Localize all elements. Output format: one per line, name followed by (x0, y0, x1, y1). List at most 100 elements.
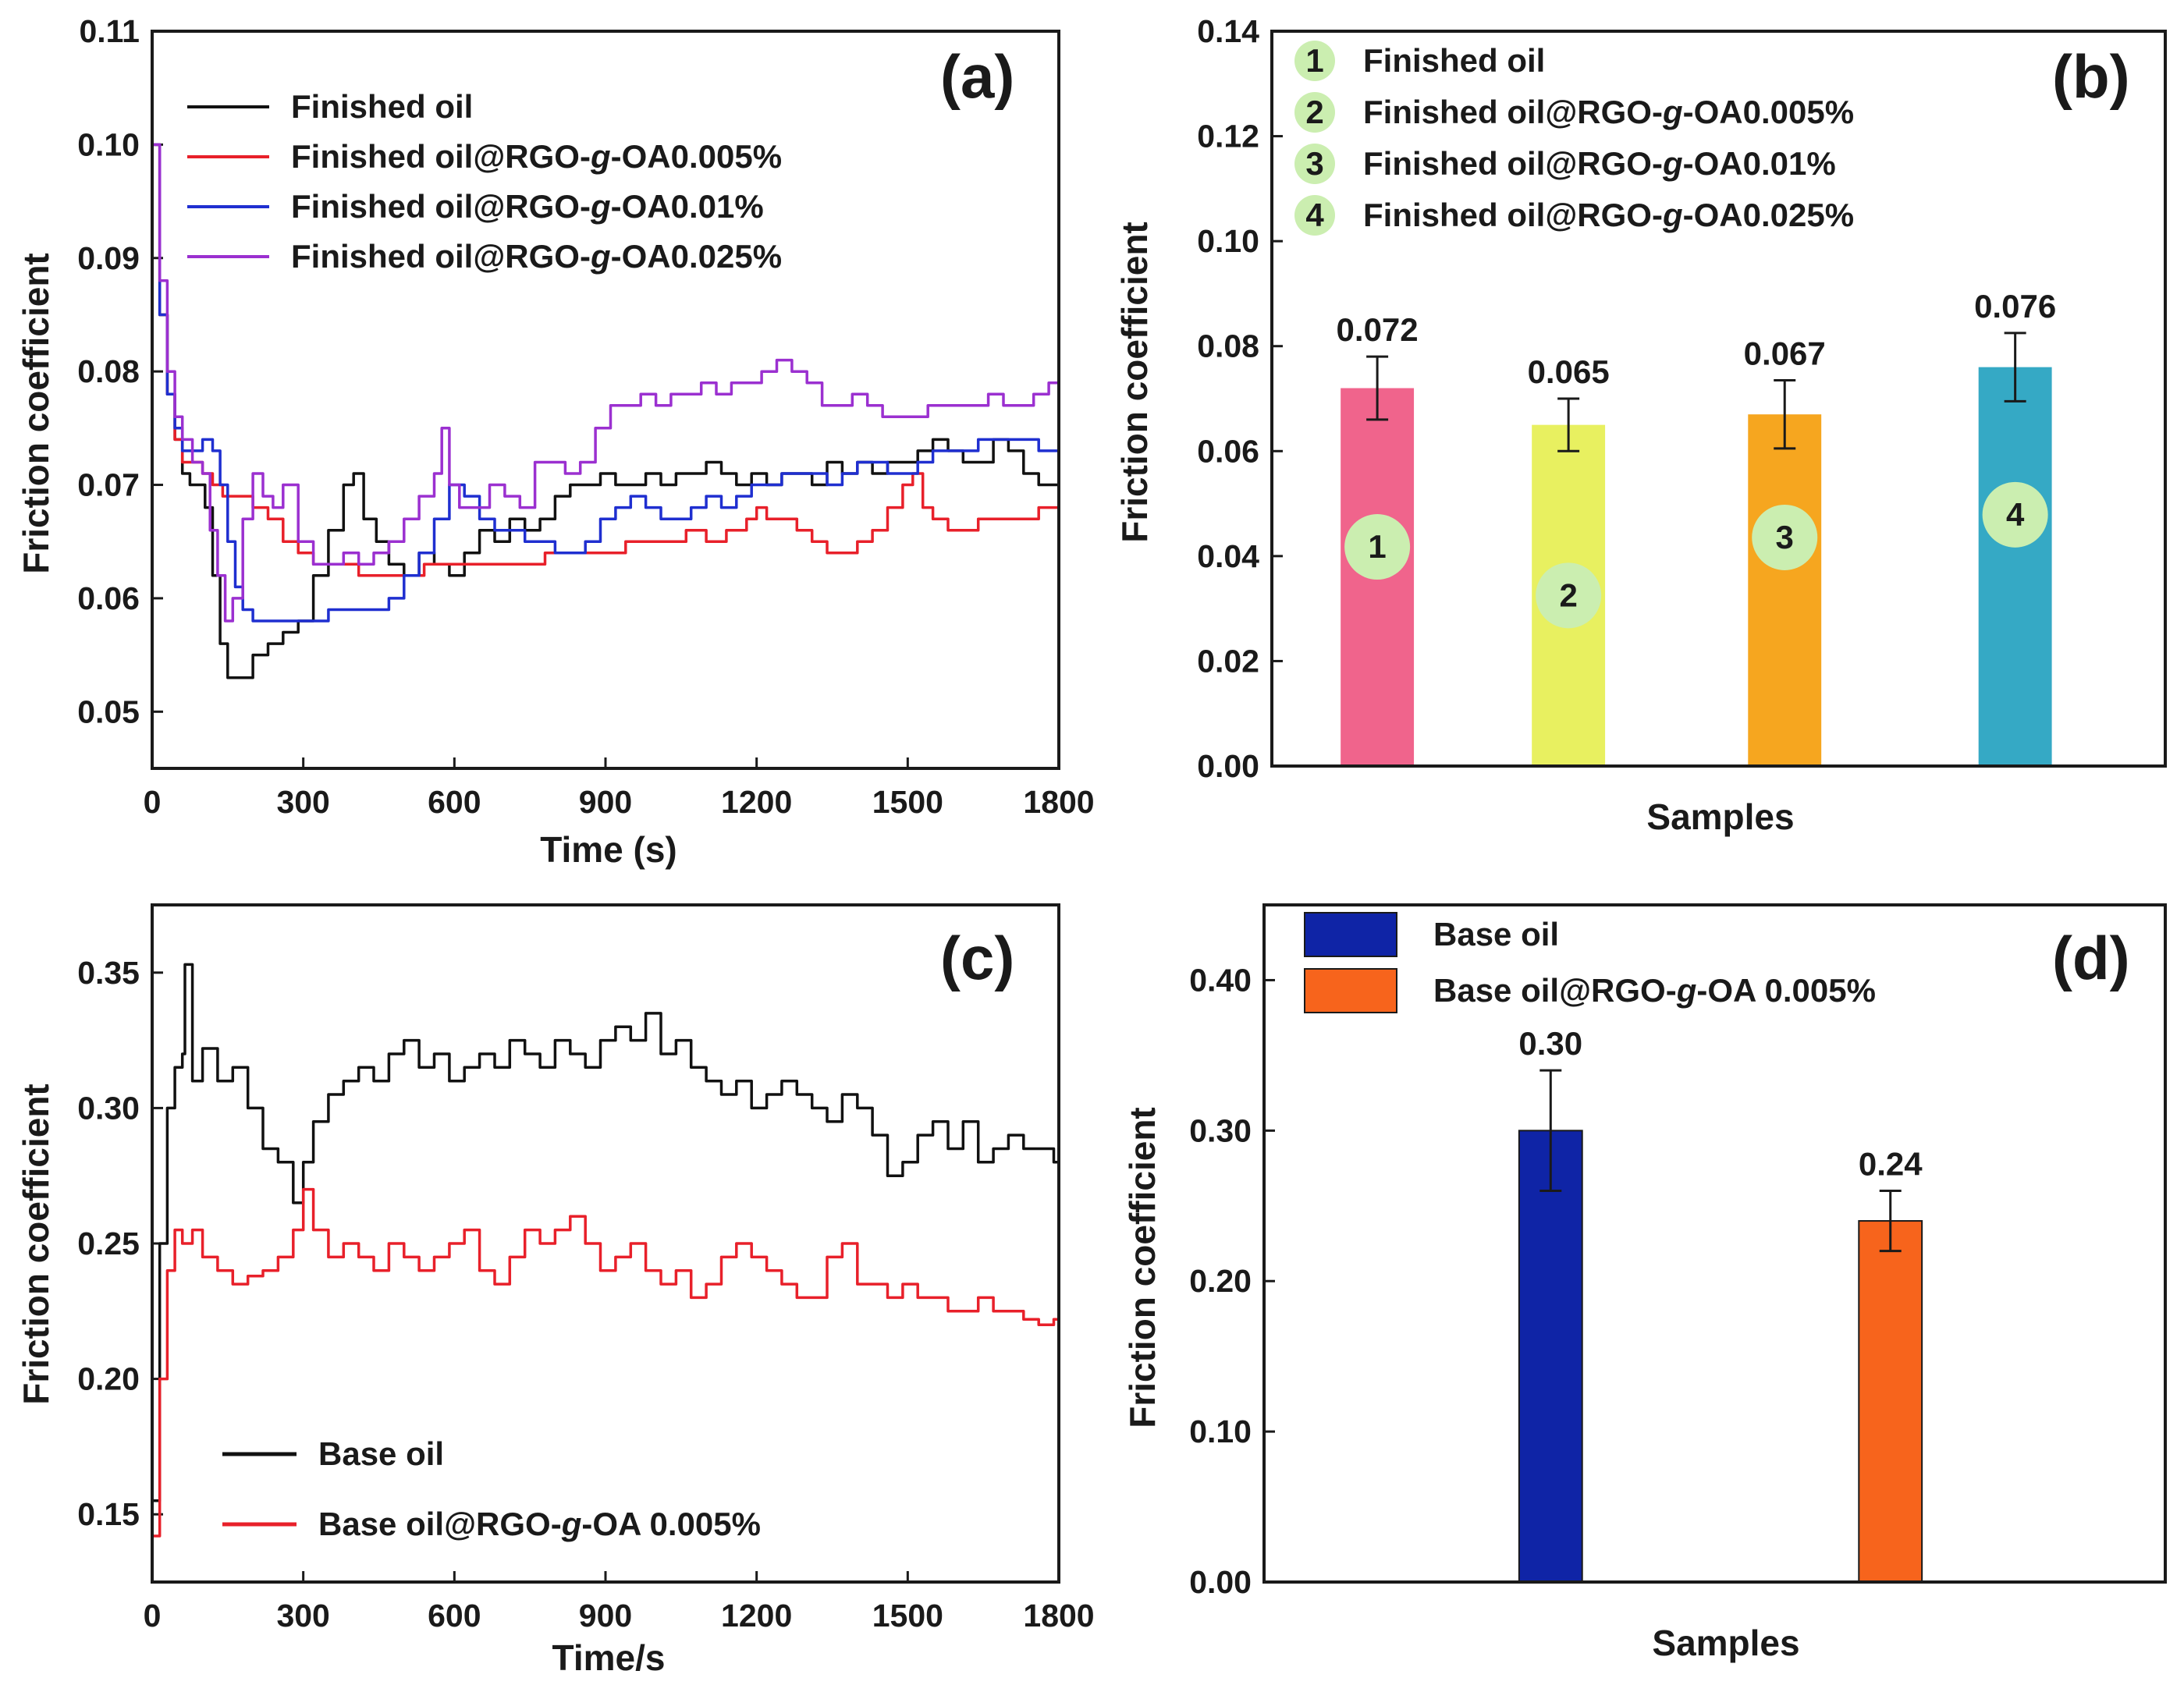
panel-d-ylabel: Friction coefficient (1122, 1107, 1163, 1428)
y-tick-label: 0.06 (1197, 433, 1259, 469)
panel-b-xlabel: Samples (1646, 796, 1794, 837)
series-line-2 (152, 143, 1059, 577)
bar-value-label: 0.065 (1528, 353, 1610, 390)
plot-frame (1262, 903, 2167, 1584)
series-line-1 (152, 963, 1060, 1502)
bar-marker-number: 1 (1368, 528, 1386, 565)
y-tick-label: 0.09 (77, 240, 140, 276)
y-tick-label: 0.08 (1197, 328, 1259, 364)
legend-marker-circle (1294, 92, 1335, 133)
x-tick-label: 1800 (1023, 784, 1094, 820)
panel-a-friction-vs-time: 0 300 600 900 1200 1500 1800 0.05 0.06 0.07 0.08 0.… (16, 13, 1095, 870)
panel-a-plot-area: 0 300 600 900 1200 1500 1800 0.05 0.06 0.07 0.08 0.… (77, 13, 1094, 820)
y-tick-label: 0.08 (77, 353, 140, 389)
plot-frame (151, 30, 1060, 770)
y-tick-label: 0.00 (1189, 1564, 1252, 1600)
bar-value-label: 0.067 (1744, 335, 1826, 371)
legend-marker-number: 3 (1305, 145, 1323, 182)
y-tick-label: 0.40 (1189, 962, 1252, 998)
panel-b-ylabel: Friction coefficient (1114, 222, 1155, 542)
panel-c-label: (c) (940, 924, 1014, 992)
bar-marker-circle (1536, 562, 1602, 629)
legend-label: Base oil@RGO-g-OA 0.005% (1433, 972, 1876, 1009)
legend-label: Finished oil@RGO-g-OA0.005% (291, 138, 782, 175)
panel-c-friction-vs-time: 0 300 600 900 1200 1500 1800 0.15 0.20 0.25 0.30 0.… (16, 903, 1095, 1678)
y-tick-label: 0.06 (77, 580, 140, 616)
legend-label: Finished oil@RGO-g-OA0.025% (291, 238, 782, 275)
y-tick-label: 0.05 (77, 694, 140, 729)
x-tick-label: 300 (276, 1598, 329, 1634)
bar-value-label: 0.30 (1518, 1025, 1582, 1062)
legend-swatch (1304, 968, 1397, 1013)
bar-value-label: 0.072 (1337, 311, 1419, 348)
y-tick-label: 0.30 (1189, 1112, 1252, 1148)
bar-marker-number: 2 (1559, 576, 1577, 613)
legend-label: Finished oil@RGO-g-OA0.005% (1363, 94, 1854, 130)
y-tick-label: 0.20 (1189, 1263, 1252, 1299)
bar-marker-circle (1982, 481, 2048, 548)
legend-label: Finished oil (291, 88, 473, 125)
panel-c-xlabel: Time/s (552, 1637, 666, 1678)
y-tick-label: 0.20 (77, 1361, 140, 1397)
y-tick-label: 0.04 (1197, 538, 1259, 574)
panel-a-xlabel: Time (s) (540, 829, 677, 870)
legend-label: Finished oil@RGO-g-OA0.025% (1363, 197, 1854, 233)
y-tick-label: 0.10 (1189, 1414, 1252, 1449)
panel-a-ylabel: Friction coefficient (16, 253, 56, 573)
legend-marker-circle (1294, 144, 1335, 184)
plot-frame (151, 903, 1060, 1584)
bar-marker-number: 3 (1776, 519, 1794, 555)
bar-1 (1518, 1130, 1583, 1584)
panel-d-plot-area: 0.00 0.10 0.20 0.30 0.40 0.30 0.24 Base oil Base… (1189, 903, 2167, 1600)
y-tick-label: 0.10 (1197, 223, 1259, 259)
series-line-2 (152, 1187, 1060, 1538)
x-tick-label: 1500 (872, 784, 943, 820)
panel-c-ylabel: Friction coefficient (16, 1084, 56, 1404)
x-tick-label: 1200 (721, 1598, 792, 1634)
bar-marker-circle (1344, 514, 1411, 580)
legend-label: Finished oil@RGO-g-OA0.01% (1363, 145, 1836, 182)
x-tick-label: 600 (428, 784, 481, 820)
plot-frame (1270, 30, 2167, 768)
panel-a-label: (a) (940, 42, 1014, 111)
panel-d-friction-bars: 0.00 0.10 0.20 0.30 0.40 0.30 0.24 Base oil Base… (1122, 903, 2167, 1663)
y-tick-label: 0.02 (1197, 643, 1259, 679)
legend-marker-number: 2 (1305, 94, 1323, 130)
y-tick-label: 0.00 (1197, 748, 1259, 784)
y-tick-label: 0.12 (1197, 119, 1259, 154)
bar-3 (1748, 414, 1822, 766)
y-tick-label: 0.35 (77, 955, 140, 991)
panel-d-label: (d) (2052, 924, 2130, 992)
bar-value-label: 0.24 (1859, 1145, 1923, 1182)
x-tick-label: 300 (276, 784, 329, 820)
panel-b-label: (b) (2052, 42, 2130, 111)
panel-c-plot-area: 0 300 600 900 1200 1500 1800 0.15 0.20 0.25 0.30 0.… (77, 903, 1095, 1634)
x-tick-label: 0 (144, 1598, 162, 1634)
bar-value-label: 0.076 (1974, 288, 2056, 325)
x-tick-label: 1800 (1023, 1598, 1094, 1634)
bar-2 (1858, 1220, 1923, 1583)
legend-marker-number: 4 (1305, 197, 1324, 233)
bar-4 (1978, 367, 2052, 766)
bar-marker-number: 4 (2006, 496, 2025, 533)
y-tick-label: 0.07 (77, 467, 140, 503)
x-tick-label: 1200 (721, 784, 792, 820)
bar-marker-circle (1752, 504, 1818, 570)
y-tick-label: 0.14 (1197, 13, 1259, 49)
x-tick-label: 1500 (872, 1598, 943, 1634)
legend-label: Finished oil@RGO-g-OA0.01% (291, 188, 764, 225)
legend-swatch (1304, 912, 1397, 957)
x-tick-label: 900 (579, 1598, 632, 1634)
series-line-4 (152, 143, 1060, 623)
series-line-3 (152, 143, 1059, 623)
y-tick-label: 0.10 (77, 126, 140, 162)
panel-d-xlabel: Samples (1652, 1623, 1799, 1663)
legend-label: Base oil@RGO-g-OA 0.005% (318, 1506, 761, 1542)
panel-b-friction-bars: 0.00 0.02 0.04 0.06 0.08 0.10 0.12 0.14 0.072 1 0.… (1114, 13, 2167, 837)
x-tick-label: 600 (428, 1598, 481, 1634)
panel-b-plot-area: 0.00 0.02 0.04 0.06 0.08 0.10 0.12 0.14 0.072 1 0.… (1197, 13, 2167, 784)
legend-marker-circle (1294, 41, 1335, 81)
y-tick-label: 0.30 (77, 1090, 140, 1126)
legend-label: Base oil (1433, 916, 1559, 952)
